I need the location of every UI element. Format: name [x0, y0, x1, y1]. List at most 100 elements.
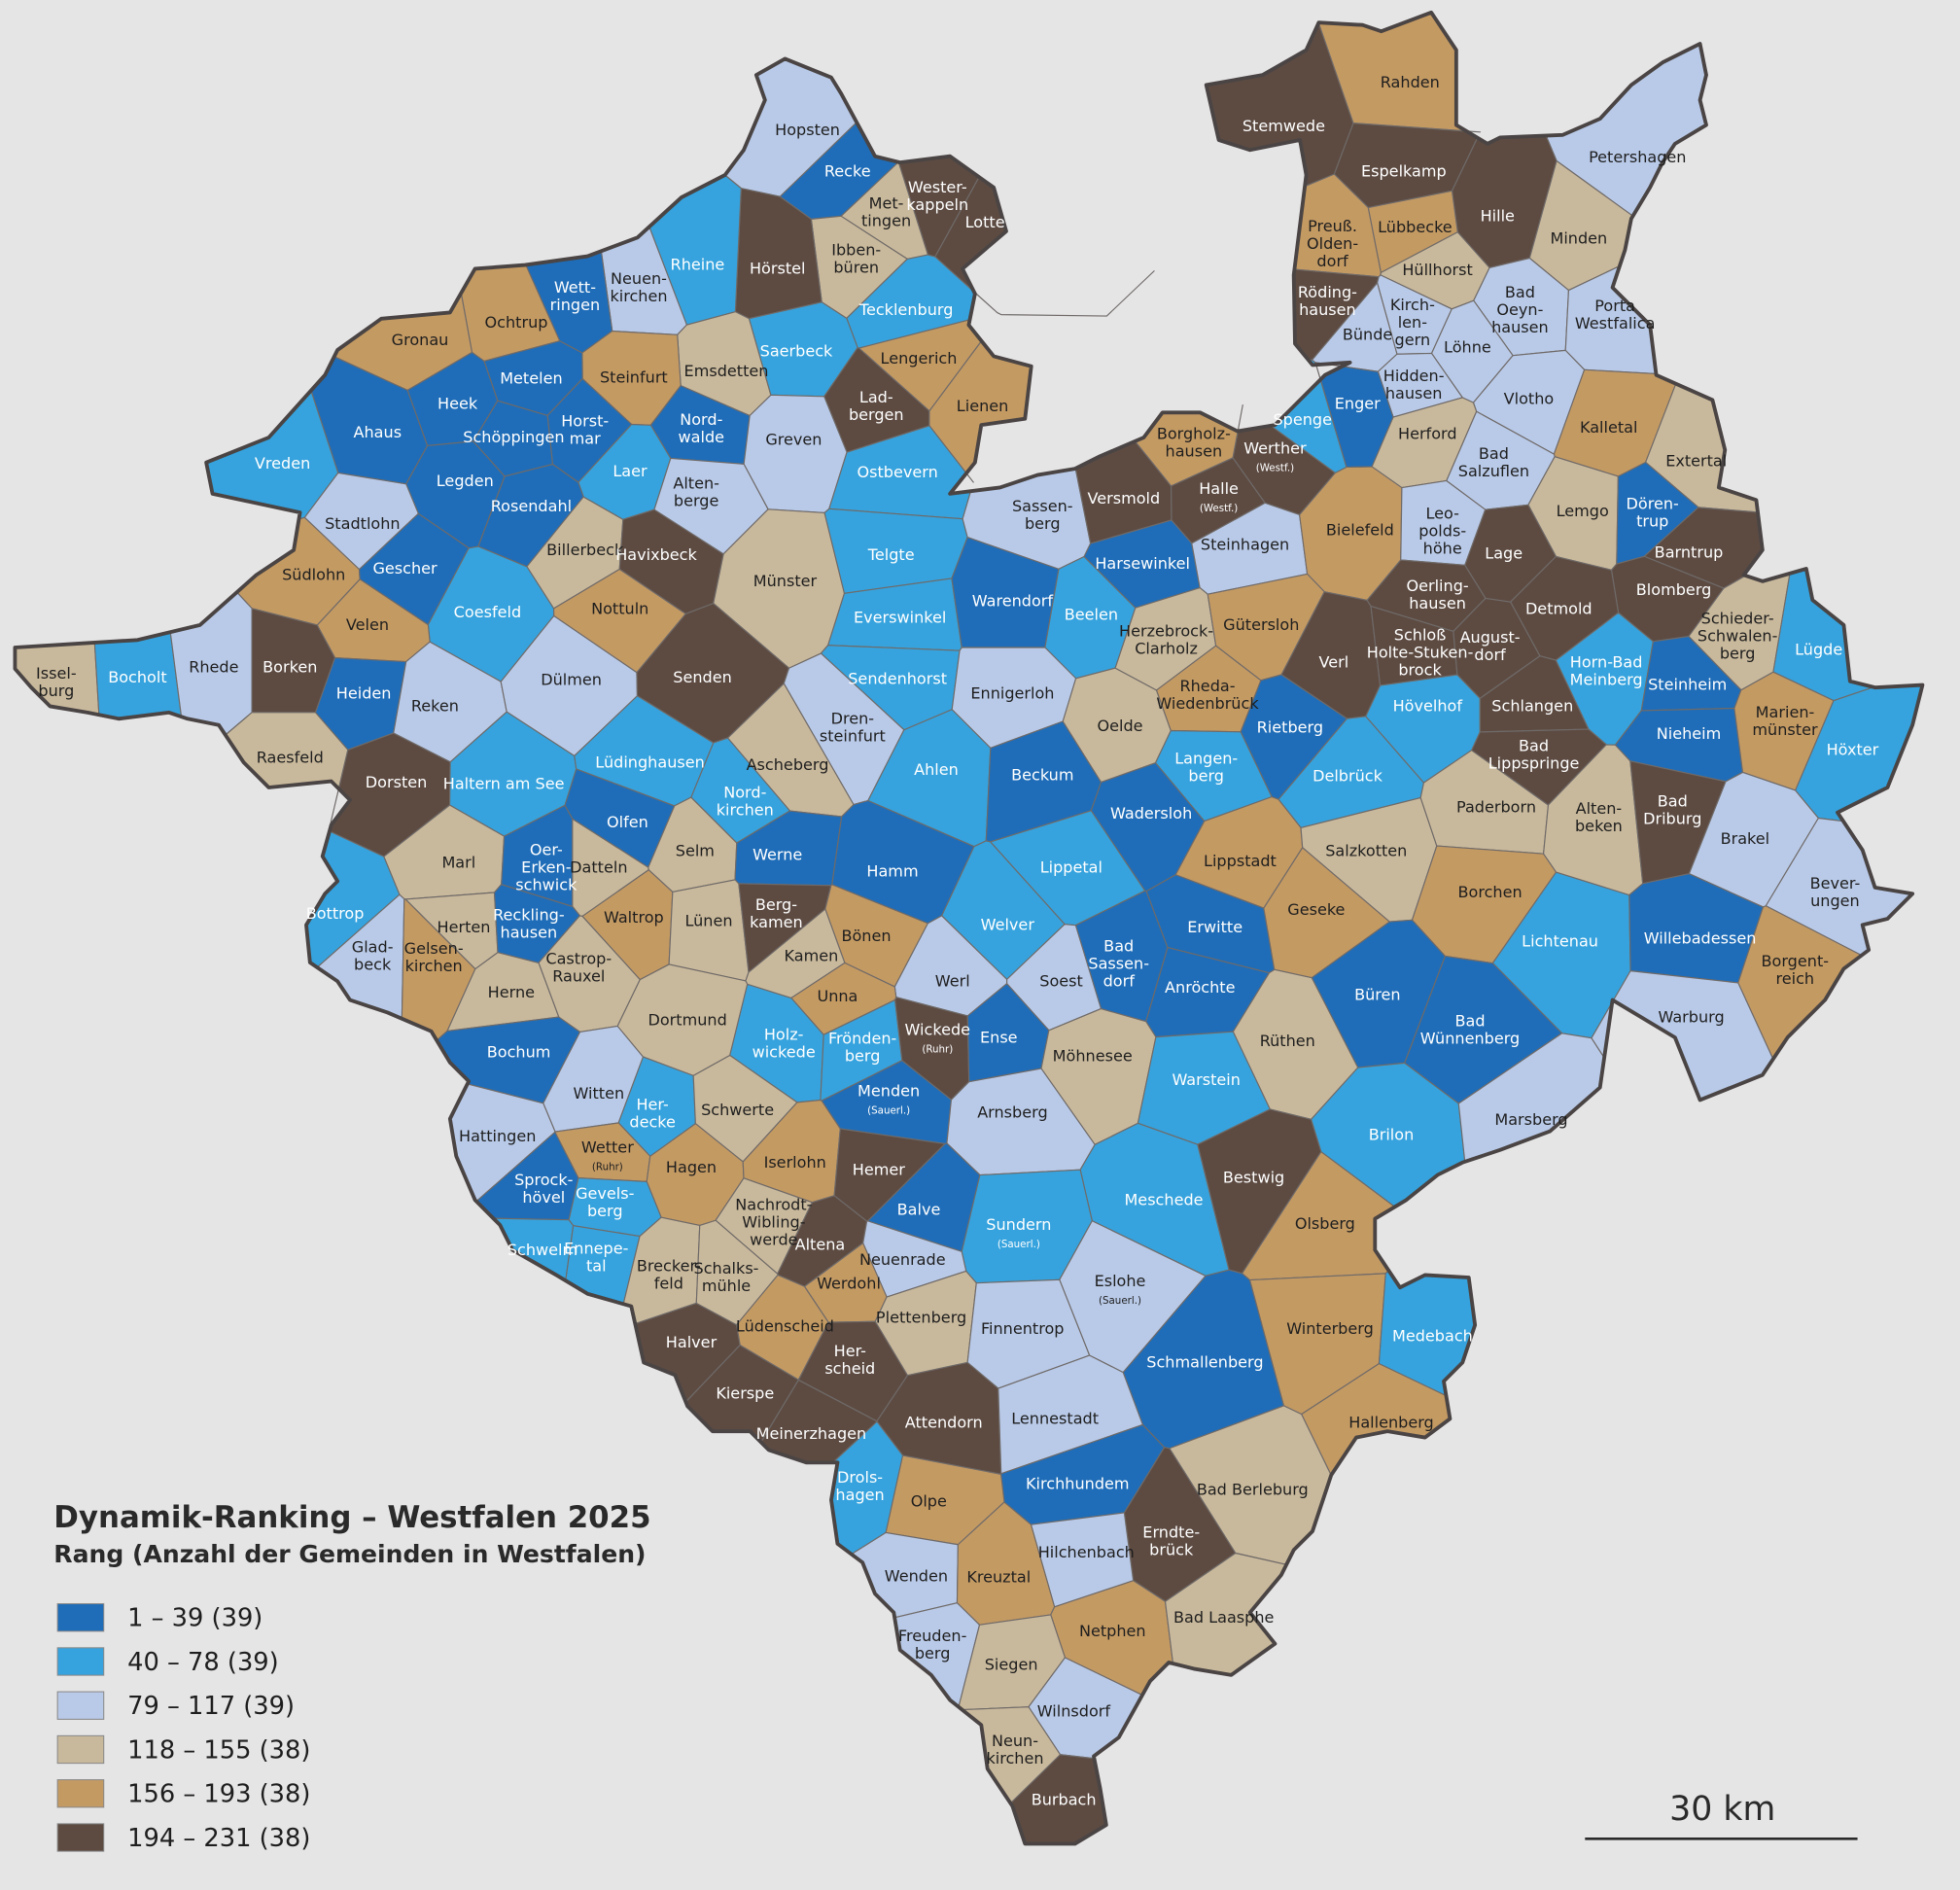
municipality-label: Borgholz-hausen — [1157, 424, 1231, 460]
municipality-label: Gescher — [372, 559, 438, 578]
municipality-label: Oer-Erken-schwick — [515, 840, 578, 893]
municipality-label: Bocholt — [108, 668, 166, 686]
municipality-label: Detmold — [1525, 599, 1592, 617]
municipality-label: Minden — [1550, 229, 1607, 248]
municipality-label: Blomberg — [1636, 580, 1712, 599]
municipality-label: Recke — [824, 161, 871, 180]
legend-swatch — [56, 1779, 105, 1808]
municipality-label: Langen-berg — [1174, 750, 1238, 786]
municipality-label: Coesfeld — [454, 603, 522, 621]
municipality-label: Netphen — [1079, 1622, 1146, 1640]
municipality-label: Barntrup — [1655, 542, 1724, 561]
municipality-label: Emsdetten — [684, 362, 769, 380]
municipality-label: August-dorf — [1460, 628, 1521, 664]
municipality-label: Olfen — [607, 813, 648, 831]
municipality-label: Porta Westfalica — [1575, 297, 1656, 332]
municipality-label: Rahden — [1381, 73, 1440, 91]
municipality-label: Olsberg — [1295, 1214, 1355, 1233]
municipality-label: Finnentrop — [981, 1319, 1065, 1338]
municipality — [668, 879, 750, 982]
municipality-label: Plettenberg — [876, 1308, 966, 1326]
municipality-label: Bönen — [841, 927, 891, 945]
municipality-label: Drols-hagen — [835, 1468, 884, 1504]
municipality-label: Salzkotten — [1325, 842, 1407, 860]
municipality-label: Reckling-hausen — [493, 905, 565, 941]
municipality-label: Met-tingen — [861, 194, 911, 230]
municipality-label: Eslohe (Sauerl.) — [1095, 1272, 1146, 1307]
municipality-label: Harsewinkel — [1095, 554, 1190, 573]
municipality-label: Holz-wickede — [752, 1026, 816, 1062]
municipality-label: Warstein — [1172, 1070, 1241, 1089]
municipality-label: Hemer — [853, 1161, 905, 1179]
municipality-label: Horst-mar — [561, 411, 609, 447]
municipality-label: Enger — [1335, 394, 1381, 412]
municipality-label: Borken — [262, 658, 317, 677]
municipality-label: Selm — [676, 842, 715, 860]
municipality-label: Herford — [1398, 424, 1457, 442]
municipality-label: Hopsten — [775, 121, 840, 139]
municipality-label: Tecklenburg — [858, 300, 954, 319]
municipality-label: Lennestadt — [1011, 1409, 1099, 1427]
municipality-label: Brakel — [1721, 829, 1770, 848]
municipality-label: Werne — [752, 846, 802, 864]
municipality-label: Schöppingen — [463, 428, 564, 446]
municipality-label: Werther (Westf.) — [1243, 439, 1307, 474]
municipality-label: Rheine — [671, 256, 725, 274]
municipality-label: Her-decke — [629, 1096, 676, 1132]
municipality-label: Vreden — [255, 454, 310, 472]
municipality-label: Marsberg — [1494, 1110, 1567, 1129]
municipality-label: Steinfurt — [600, 368, 668, 386]
municipality-label: Telgte — [867, 545, 915, 564]
municipality-label: Beckum — [1011, 765, 1073, 784]
municipality-label: Hille — [1481, 207, 1515, 226]
municipality-label: Steinhagen — [1201, 536, 1289, 554]
municipality-label: Ibben-büren — [831, 240, 881, 276]
municipality-label: Gütersloh — [1223, 615, 1299, 634]
municipality-label: Rietberg — [1257, 718, 1323, 736]
municipality-label: Halle (Westf.) — [1199, 479, 1239, 514]
municipality-label: Haltern am See — [443, 774, 565, 792]
municipality-label: Everswinkel — [854, 608, 946, 626]
municipality-label: Südlohn — [282, 566, 345, 584]
municipality-label: Laer — [612, 462, 648, 480]
municipality-label: Ennepe-tal — [564, 1240, 628, 1276]
municipality-label: Ascheberg — [747, 755, 829, 774]
municipality-label: Stadtlohn — [325, 514, 400, 533]
municipality-label: Bochum — [487, 1043, 551, 1062]
municipality-label: Erndte-brück — [1142, 1522, 1200, 1558]
municipality-label: Anröchte — [1165, 978, 1236, 997]
municipality-label: Gelsen-kirchen — [404, 939, 464, 975]
municipality-label: Hattingen — [459, 1127, 536, 1145]
scale-label: 30 km — [1669, 1790, 1775, 1829]
municipality-label: Kamen — [785, 947, 839, 965]
municipality-label: Rheda-Wiedenbrück — [1156, 677, 1259, 713]
municipality-label: Schmallenberg — [1146, 1353, 1263, 1372]
municipality-label: Ense — [980, 1028, 1018, 1046]
municipality-label: Ostbevern — [858, 463, 938, 481]
municipality-label: Attendorn — [905, 1413, 983, 1431]
municipality-label: Warburg — [1658, 1008, 1724, 1027]
municipality-label: Wickede (Ruhr) — [905, 1021, 971, 1056]
municipality-label: Lünen — [684, 912, 732, 930]
municipality-label: Lotte — [965, 213, 1005, 231]
subtitle: Rang (Anzahl der Gemeinden in Westfalen) — [53, 1540, 646, 1568]
municipality-label: Neuen-kirchen — [610, 269, 667, 305]
municipality-label: Nord-walde — [679, 410, 725, 446]
municipality-label: Brecker-feld — [637, 1257, 701, 1293]
municipality-label: Löhne — [1444, 338, 1491, 357]
municipality-label: Schwelm — [508, 1241, 578, 1259]
legend-swatch — [56, 1691, 105, 1720]
municipality-label: Altena — [795, 1236, 846, 1254]
municipality-label: Heiden — [336, 684, 392, 703]
municipality-label: Bad Salzuflen — [1458, 444, 1529, 480]
municipality-label: Lippetal — [1040, 858, 1102, 876]
municipality-label: Meinerzhagen — [756, 1424, 867, 1443]
municipality-label: Metelen — [500, 369, 562, 388]
municipality-label: Wenden — [885, 1566, 948, 1585]
municipality-label: Datteln — [570, 858, 627, 876]
municipality-label: Wadersloh — [1110, 804, 1192, 822]
municipality-label: Dören-trup — [1627, 494, 1680, 530]
municipality-label: Werdohl — [817, 1275, 881, 1293]
